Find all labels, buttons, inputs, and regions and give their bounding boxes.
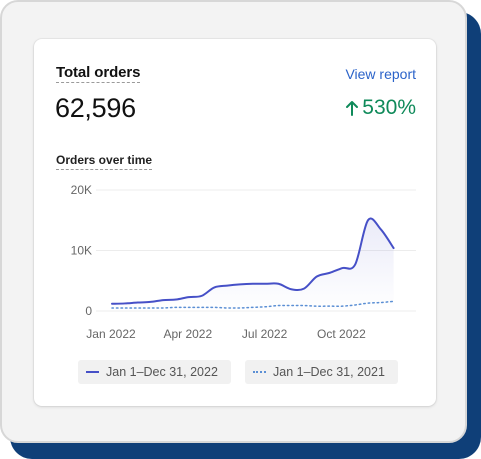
x-tick-label: Jul 2022 bbox=[242, 327, 288, 341]
y-tick-label: 20K bbox=[71, 183, 92, 197]
series-line bbox=[111, 217, 395, 305]
series-line bbox=[111, 300, 395, 309]
legend-item-2022[interactable]: Jan 1–Dec 31, 2022 bbox=[78, 360, 231, 384]
change-indicator: 530% bbox=[344, 96, 416, 120]
legend-label-2021: Jan 1–Dec 31, 2021 bbox=[273, 365, 385, 379]
series-area-fill bbox=[112, 218, 394, 311]
total-orders-value: 62,596 bbox=[55, 93, 136, 123]
legend-swatch-solid bbox=[86, 371, 99, 373]
y-tick-label: 10K bbox=[71, 244, 92, 258]
arrow-up-icon bbox=[346, 101, 359, 116]
legend-label-2022: Jan 1–Dec 31, 2022 bbox=[106, 365, 218, 379]
widget-title[interactable]: Total orders bbox=[56, 64, 141, 83]
x-tick-label: Apr 2022 bbox=[163, 327, 212, 341]
legend-item-2021[interactable]: Jan 1–Dec 31, 2021 bbox=[245, 360, 398, 384]
chart-subtitle[interactable]: Orders over time bbox=[56, 153, 153, 170]
view-report-link[interactable]: View report bbox=[345, 66, 416, 82]
change-percent: 530% bbox=[362, 96, 416, 119]
legend-swatch-dotted bbox=[253, 371, 266, 373]
x-tick-label: Jan 2022 bbox=[86, 327, 136, 341]
y-tick-label: 0 bbox=[85, 304, 92, 318]
x-tick-label: Oct 2022 bbox=[317, 327, 366, 341]
